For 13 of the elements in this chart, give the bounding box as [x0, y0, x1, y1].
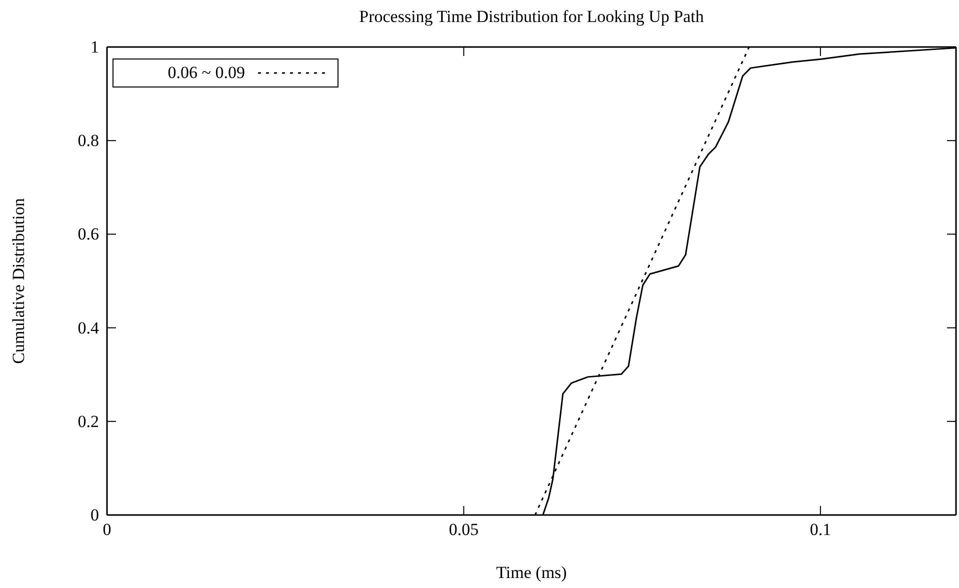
y-tick-label: 0.2 [78, 412, 99, 431]
y-axis-title: Cumulative Distribution [9, 198, 28, 364]
y-tick-label: 0 [90, 505, 99, 524]
y-tick-label: 1 [90, 37, 99, 56]
chart-title: Processing Time Distribution for Looking Up Path [359, 7, 704, 26]
x-tick-label: 0.1 [810, 520, 832, 540]
x-tick-label: 0.05 [448, 520, 479, 540]
y-tick-label: 0.6 [78, 224, 99, 244]
x-axis-title: Time (ms) [496, 563, 567, 582]
legend-label: 0.06 ~ 0.09 [168, 63, 245, 82]
x-tick-label: 0 [102, 520, 112, 540]
y-tick-label: 0.4 [78, 318, 100, 338]
y-tick-label: 0.8 [78, 131, 99, 150]
